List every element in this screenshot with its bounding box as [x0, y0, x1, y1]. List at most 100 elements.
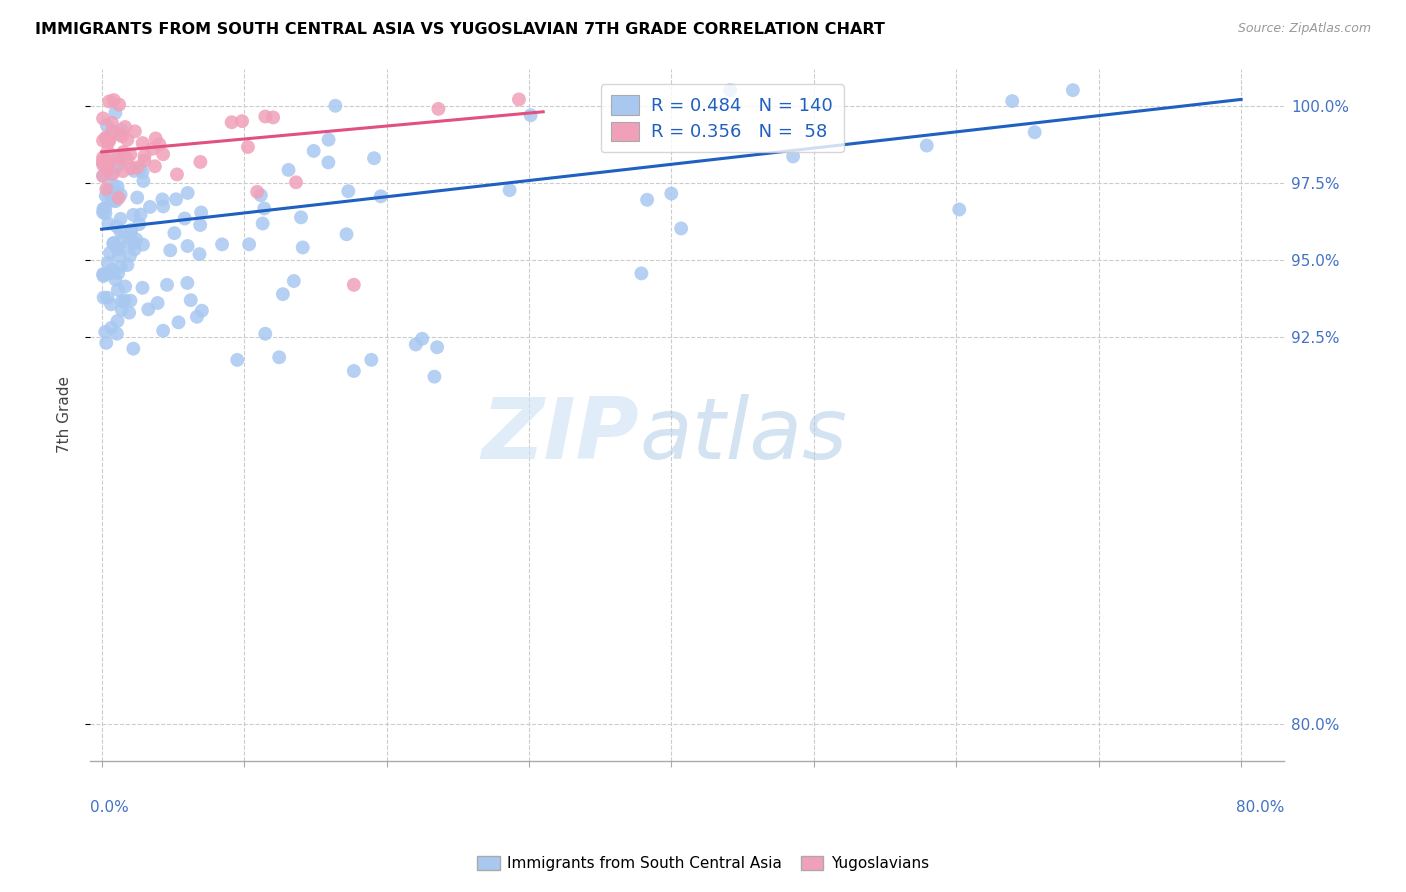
Point: [107, 283, 129, 297]
Text: Source: ZipAtlas.com: Source: ZipAtlas.com: [1237, 22, 1371, 36]
Point: [94, 188, 117, 202]
Text: 0.0%: 0.0%: [90, 799, 129, 814]
Point: [136, 302, 159, 317]
Point: [98, 246, 121, 260]
Point: [190, 155, 212, 169]
Point: [236, 140, 259, 154]
Point: [363, 151, 385, 165]
Point: [120, 161, 142, 175]
Point: [180, 293, 202, 308]
Point: [156, 277, 179, 292]
Point: [129, 208, 152, 222]
Point: [519, 108, 541, 122]
Point: [104, 194, 127, 208]
Point: [122, 208, 145, 222]
Point: [1062, 83, 1084, 97]
Point: [111, 294, 134, 309]
Point: [112, 230, 135, 244]
Point: [94, 206, 117, 220]
Point: [91, 169, 114, 183]
Point: [188, 247, 211, 261]
Point: [122, 342, 145, 356]
Point: [636, 193, 658, 207]
Point: [91, 155, 114, 169]
Point: [91, 267, 114, 281]
Point: [125, 233, 148, 247]
Point: [250, 188, 273, 202]
Point: [105, 219, 128, 234]
Point: [143, 159, 166, 173]
Legend: Immigrants from South Central Asia, Yugoslavians: Immigrants from South Central Asia, Yugo…: [471, 850, 935, 877]
Point: [1024, 125, 1046, 139]
Point: [271, 287, 294, 301]
Point: [139, 200, 162, 214]
Point: [269, 351, 291, 365]
Point: [96, 118, 118, 132]
Point: [141, 142, 163, 156]
Point: [176, 186, 198, 200]
Point: [101, 262, 124, 277]
Point: [254, 110, 277, 124]
Point: [1001, 94, 1024, 108]
Legend: R = 0.484   N = 140, R = 0.356   N =  58: R = 0.484 N = 140, R = 0.356 N = 58: [600, 85, 844, 153]
Point: [107, 152, 129, 166]
Point: [111, 302, 134, 317]
Point: [107, 157, 129, 171]
Point: [107, 153, 129, 167]
Point: [103, 235, 125, 250]
Point: [176, 239, 198, 253]
Point: [167, 315, 190, 329]
Point: [107, 191, 129, 205]
Text: 80.0%: 80.0%: [1236, 799, 1284, 814]
Point: [111, 129, 134, 144]
Point: [118, 248, 141, 262]
Point: [131, 165, 153, 179]
Point: [283, 274, 305, 288]
Point: [101, 116, 124, 130]
Point: [114, 120, 136, 134]
Point: [98, 133, 121, 147]
Point: [134, 149, 156, 163]
Point: [211, 237, 233, 252]
Point: [115, 152, 138, 166]
Point: [98, 186, 121, 200]
Point: [718, 83, 741, 97]
Point: [343, 277, 366, 292]
Point: [91, 169, 114, 183]
Point: [411, 332, 433, 346]
Point: [118, 305, 141, 319]
Point: [91, 151, 114, 165]
Point: [110, 211, 132, 226]
Point: [125, 161, 148, 175]
Point: [101, 167, 124, 181]
Point: [498, 183, 520, 197]
Point: [129, 161, 152, 176]
Point: [101, 124, 124, 138]
Point: [325, 99, 347, 113]
Point: [186, 310, 208, 324]
Point: [91, 154, 114, 169]
Point: [94, 325, 117, 339]
Point: [98, 168, 121, 182]
Point: [94, 130, 117, 145]
Point: [93, 268, 115, 283]
Point: [103, 194, 125, 208]
Point: [252, 217, 274, 231]
Point: [124, 124, 146, 138]
Point: [103, 236, 125, 251]
Point: [96, 182, 118, 196]
Point: [97, 133, 120, 147]
Point: [98, 182, 121, 196]
Point: [302, 144, 325, 158]
Point: [335, 227, 357, 242]
Point: [93, 202, 115, 216]
Point: [166, 168, 188, 182]
Point: [114, 293, 136, 308]
Point: [163, 226, 186, 240]
Point: [97, 185, 120, 199]
Point: [118, 235, 141, 250]
Point: [360, 352, 382, 367]
Point: [669, 221, 692, 235]
Point: [165, 192, 187, 206]
Point: [285, 175, 308, 189]
